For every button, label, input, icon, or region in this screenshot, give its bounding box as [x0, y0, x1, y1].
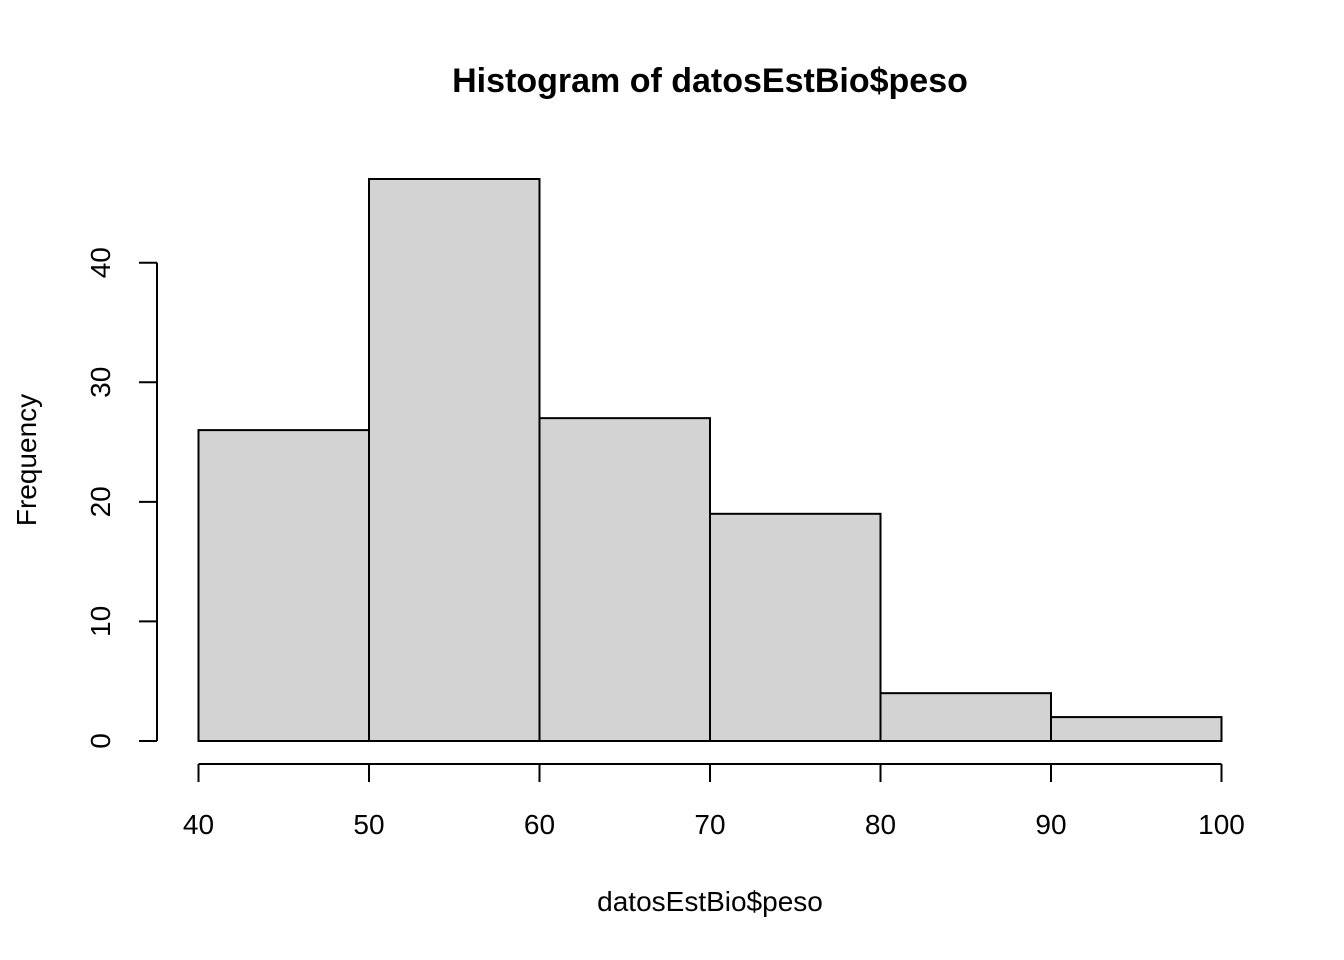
histogram-bar-80-90	[879, 692, 1052, 743]
y-tick-label-10: 10	[85, 606, 116, 637]
y-tick-label-20: 20	[85, 486, 116, 517]
y-axis-label: Frequency	[11, 394, 42, 526]
histogram-bar-50-60	[368, 178, 541, 742]
x-axis: 40 50 60 70 80 90 100	[183, 763, 1245, 840]
x-tick-label-80: 80	[865, 809, 896, 840]
histogram-bar-70-80	[709, 512, 882, 743]
histogram-bar-60-70	[538, 417, 711, 742]
x-axis-label: datosEstBio$peso	[597, 886, 823, 917]
histogram-bar-90-100	[1050, 716, 1223, 742]
y-tick-label-30: 30	[85, 367, 116, 398]
y-axis: 0 10 20 30 40	[85, 247, 158, 749]
chart-title: Histogram of datosEstBio$peso	[452, 62, 968, 100]
x-tick-label-50: 50	[353, 809, 384, 840]
histogram-bar-40-50	[197, 429, 370, 742]
x-tick-label-70: 70	[694, 809, 725, 840]
y-tick-label-40: 40	[85, 247, 116, 278]
bars-group	[197, 178, 1223, 743]
x-tick-label-60: 60	[524, 809, 555, 840]
y-tick-label-0: 0	[85, 733, 116, 749]
x-tick-label-40: 40	[183, 809, 214, 840]
x-tick-label-100: 100	[1198, 809, 1245, 840]
x-tick-label-90: 90	[1035, 809, 1066, 840]
